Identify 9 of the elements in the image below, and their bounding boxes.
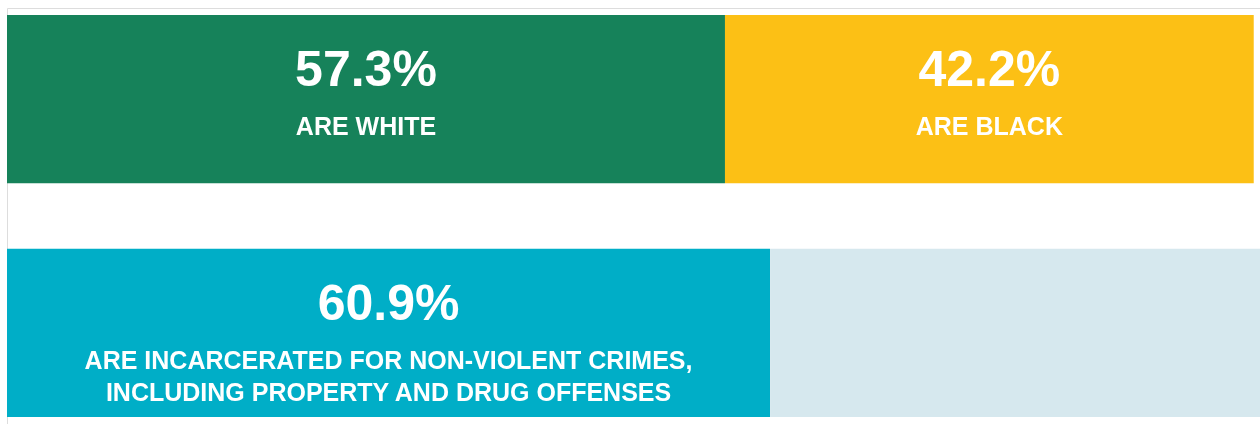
annotation: ARE INCARCERATED FOR NON-VIOLENT CRIMES, INCLUDING PROPERTY AND DRUG OFFENSES [84,345,693,406]
bar [7,15,725,184]
data-label: 42.2% [918,41,1061,98]
data-label: 57.3% [295,41,437,98]
annotation: ARE WHITE [295,112,437,141]
data-label: 60.9% [317,274,460,331]
annotation: ARE BLACK [915,112,1063,141]
bar [770,248,1260,417]
bar [724,15,1254,184]
